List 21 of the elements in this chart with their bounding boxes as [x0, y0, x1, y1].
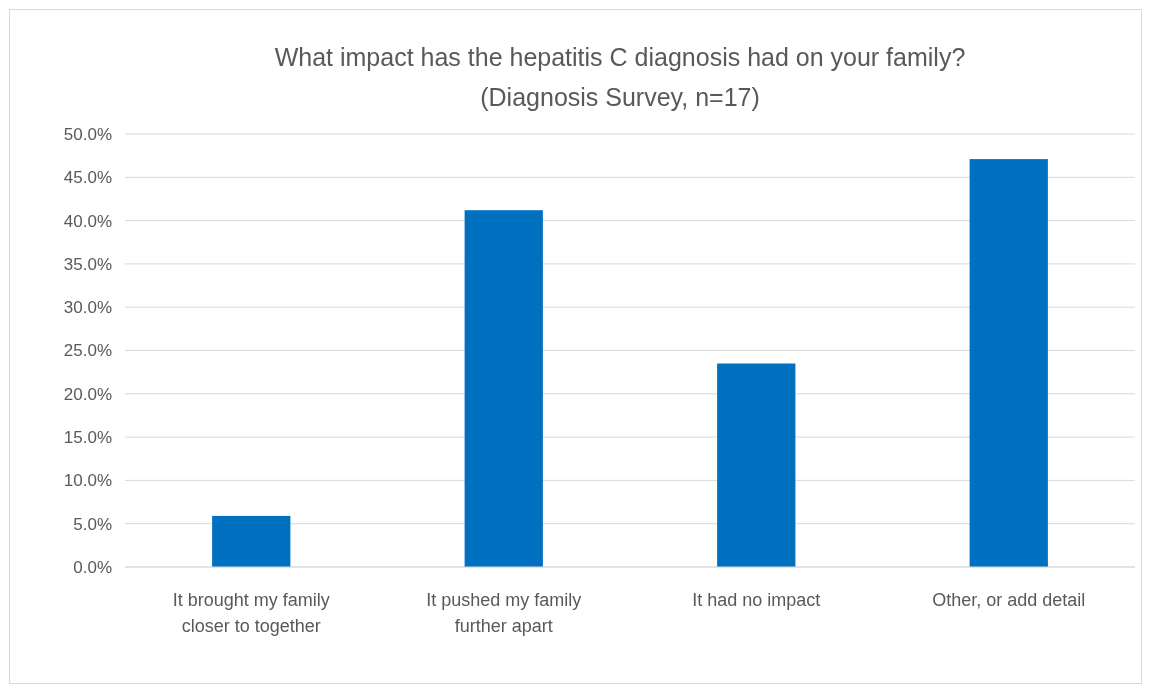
y-tick-label: 20.0%: [63, 384, 112, 404]
y-tick-label: 5.0%: [73, 514, 112, 534]
y-tick-label: 15.0%: [63, 428, 112, 448]
y-tick-label: 25.0%: [63, 341, 112, 361]
x-tick-label: It brought my family closer to together: [172, 590, 330, 636]
y-tick-label: 10.0%: [63, 471, 112, 491]
y-tick-label: 35.0%: [63, 254, 112, 274]
bar: [969, 159, 1048, 567]
y-tick-label: 0.0%: [73, 557, 112, 577]
chart-subtitle: (Diagnosis Survey, n=17): [480, 83, 760, 111]
x-tick-label: Other, or add detail: [932, 590, 1086, 610]
bar: [464, 210, 543, 567]
x-tick-label: It pushed my family further apart: [426, 590, 582, 636]
chart-title: What impact has the hepatitis C diagnosis had on your family?: [274, 43, 966, 71]
x-tick-label: It had no impact: [692, 590, 821, 610]
bar: [717, 363, 796, 567]
y-tick-label: 30.0%: [63, 298, 112, 318]
y-tick-label: 40.0%: [63, 211, 112, 231]
y-tick-label: 50.0%: [63, 124, 112, 144]
y-tick-label: 45.0%: [63, 168, 112, 188]
bar: [212, 515, 291, 567]
